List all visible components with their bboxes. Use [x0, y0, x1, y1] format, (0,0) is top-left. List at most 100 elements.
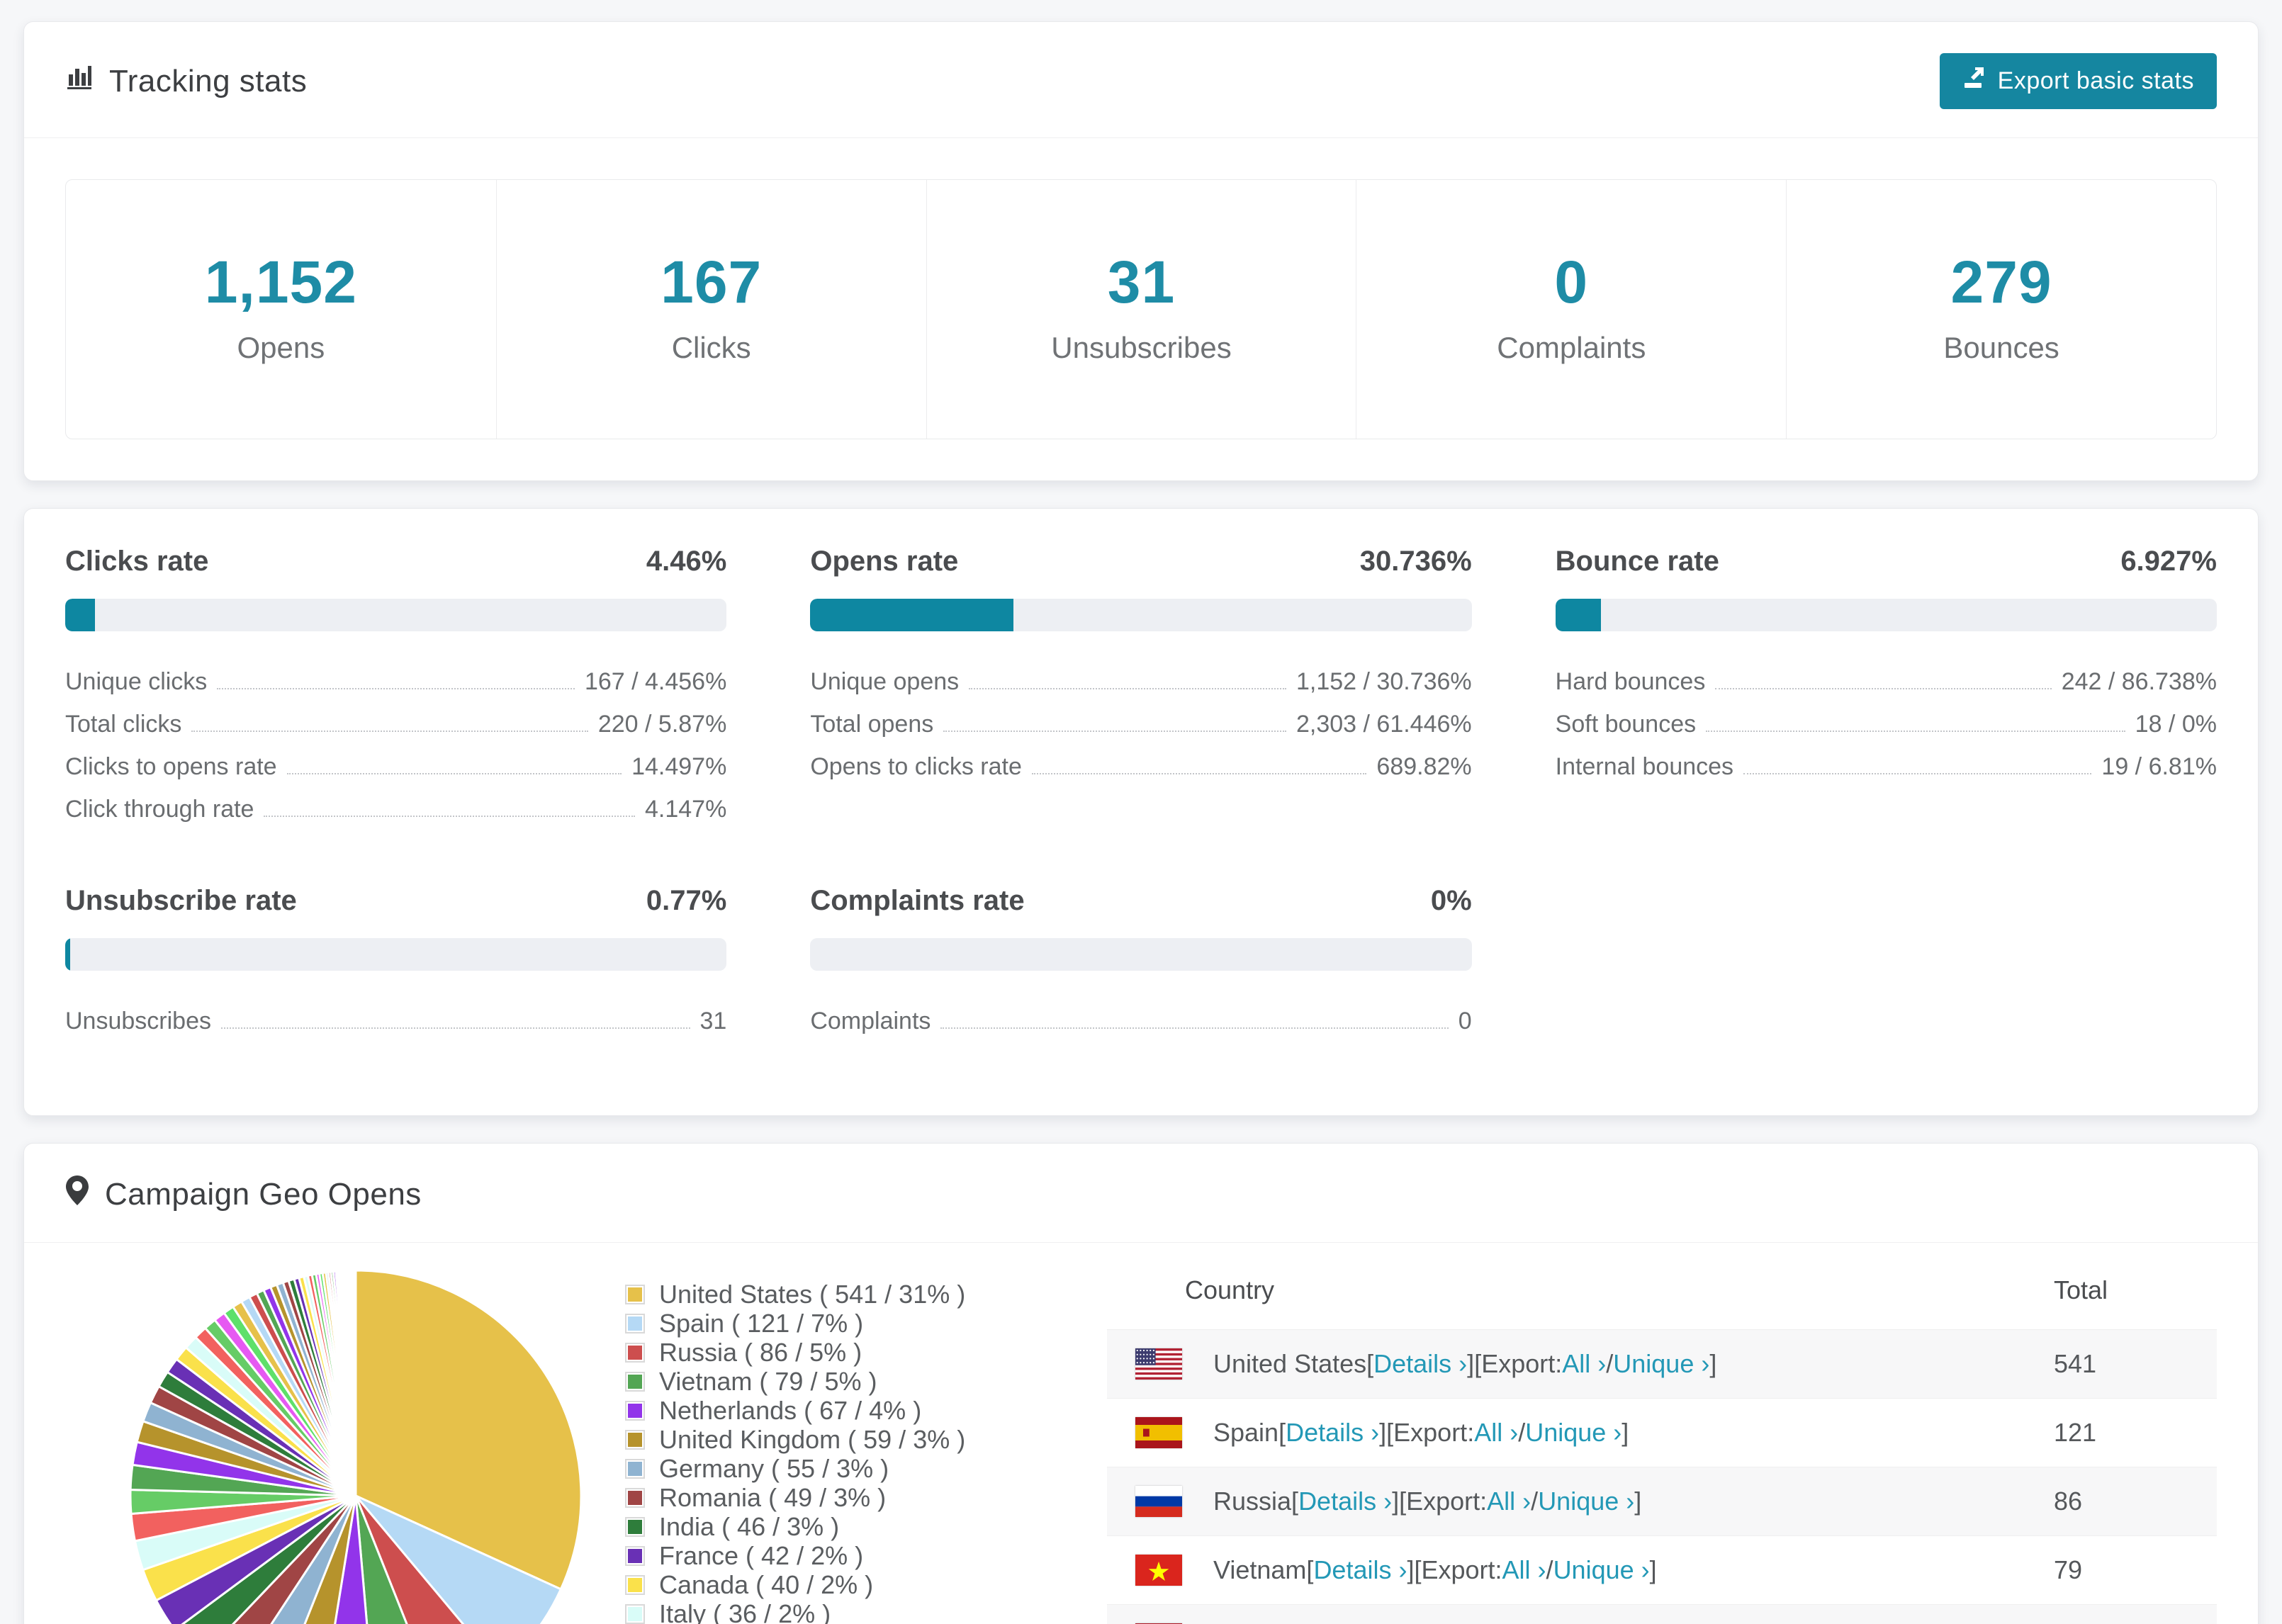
- stat-label: Bounces: [1943, 331, 2059, 364]
- details-link[interactable]: Details ›: [1286, 1418, 1380, 1447]
- rate-row-label: Hard bounces: [1555, 668, 1706, 695]
- flag-russia: [1135, 1486, 1182, 1517]
- table-row-russia: Russia [Details ›] [Export: All › / Uniq…: [1107, 1467, 2217, 1535]
- stat-number: 167: [661, 249, 763, 315]
- details-link[interactable]: Details ›: [1313, 1555, 1407, 1584]
- geo-body: United States ( 541 / 31% ) Spain ( 121 /…: [24, 1243, 2258, 1624]
- export-basic-stats-button[interactable]: Export basic stats: [1939, 53, 2217, 109]
- details-link[interactable]: Details ›: [1373, 1349, 1468, 1378]
- pie-slice-other-65: [354, 1269, 357, 1496]
- legend-item-romania: Romania ( 49 / 3% ): [625, 1483, 1107, 1512]
- pie-svg: [129, 1269, 583, 1624]
- pie-slice-united-states: [354, 1269, 583, 1591]
- pie-slice-vietnam: [354, 1495, 408, 1624]
- legend-label: Russia ( 86 / 5% ): [659, 1337, 862, 1367]
- legend-swatch: [625, 1371, 645, 1392]
- summary-row: 1,152 Opens 167 Clicks 31 Unsubscribes 0 Compla…: [65, 179, 2217, 439]
- export-all-link[interactable]: All ›: [1502, 1555, 1546, 1584]
- country-cell: Russia [Details ›] [Export: All › / Uniq…: [1107, 1486, 2054, 1517]
- country-name: Vietnam: [1213, 1555, 1307, 1584]
- export-prefix: [Export:: [1399, 1487, 1488, 1516]
- legend-swatch: [625, 1487, 645, 1508]
- legend-label: United States ( 541 / 31% ): [659, 1279, 966, 1309]
- rate-row-label: Soft bounces: [1555, 711, 1697, 738]
- details-link[interactable]: Details ›: [1298, 1487, 1393, 1516]
- rate-row-label: Click through rate: [65, 796, 254, 823]
- rate-row: Total clicks 220 / 5.87%: [65, 711, 726, 738]
- legend-item-united-kingdom: United Kingdom ( 59 / 3% ): [625, 1425, 1107, 1454]
- bar-chart-icon: [65, 63, 94, 99]
- rate-row-value: 2,303 / 61.446%: [1296, 711, 1472, 738]
- slash: /: [1606, 1349, 1614, 1378]
- bracket: ]: [1392, 1487, 1400, 1516]
- rate-row: Click through rate 4.147%: [65, 796, 726, 823]
- rate-row-value: 167 / 4.456%: [584, 668, 727, 695]
- export-unique-link[interactable]: Unique ›: [1553, 1555, 1650, 1584]
- bracket: ]: [1621, 1418, 1629, 1447]
- dotted-leader: [1715, 688, 2052, 689]
- legend-label: United Kingdom ( 59 / 3% ): [659, 1424, 966, 1454]
- stat-number: 0: [1554, 249, 1589, 315]
- table-row-vietnam: Vietnam [Details ›] [Export: All › / Uni…: [1107, 1535, 2217, 1604]
- summary-wrap: 1,152 Opens 167 Clicks 31 Unsubscribes 0 Compla…: [24, 138, 2258, 480]
- rate-row: Unique opens 1,152 / 30.736%: [810, 668, 1471, 695]
- rate-row-value: 1,152 / 30.736%: [1296, 668, 1472, 695]
- bracket: [: [1291, 1487, 1299, 1516]
- geo-table: Country Total United States [Details ›] …: [1107, 1243, 2217, 1624]
- bracket: ]: [1407, 1555, 1415, 1584]
- bracket: [: [1366, 1349, 1374, 1378]
- legend-item-spain: Spain ( 121 / 7% ): [625, 1309, 1107, 1338]
- rate-row: Unsubscribes 31: [65, 1008, 726, 1034]
- rate-value: 4.46%: [646, 546, 727, 577]
- rate-rows: Unique opens 1,152 / 30.736% Total opens 2,…: [810, 668, 1472, 780]
- export-all-link[interactable]: All ›: [1474, 1418, 1519, 1447]
- rate-rows: Unique clicks 167 / 4.456% Total clicks 220…: [65, 668, 727, 823]
- pie-slice-spain: [354, 1494, 563, 1624]
- geo-header: Campaign Geo Opens: [24, 1144, 2258, 1243]
- rate-progress-fill: [810, 599, 1014, 631]
- rate-row-label: Total clicks: [65, 711, 182, 738]
- rate-row-label: Total opens: [810, 711, 934, 738]
- rate-head: Unsubscribe rate 0.77%: [65, 885, 726, 917]
- dotted-leader: [286, 773, 622, 774]
- export-unique-link[interactable]: Unique ›: [1525, 1418, 1622, 1447]
- pie-slice-netherlands: [334, 1495, 369, 1624]
- legend-item-france: France ( 42 / 2% ): [625, 1541, 1107, 1570]
- table-row-netherlands: Netherlands [Details ›] [Export: All › /…: [1107, 1604, 2217, 1624]
- dotted-leader: [264, 816, 635, 817]
- export-all-link[interactable]: All ›: [1562, 1349, 1607, 1378]
- export-all-link[interactable]: All ›: [1487, 1487, 1531, 1516]
- rate-block-unsubscribe-rate: Unsubscribe rate 0.77% Unsubscribes 31: [65, 885, 727, 1034]
- total-cell: 86: [2054, 1487, 2083, 1516]
- bracket: ]: [1634, 1487, 1642, 1516]
- rate-row-label: Unsubscribes: [65, 1008, 211, 1034]
- legend-swatch: [625, 1400, 645, 1421]
- stat-label: Clicks: [671, 331, 751, 364]
- geo-table-header: Country Total: [1107, 1258, 2217, 1329]
- export-unique-link[interactable]: Unique ›: [1538, 1487, 1635, 1516]
- rate-row-value: 242 / 86.738%: [2061, 668, 2217, 695]
- legend-swatch: [625, 1284, 645, 1304]
- stat-number: 279: [1950, 249, 2052, 315]
- rate-block-bounce-rate: Bounce rate 6.927% Hard bounces 242 / 86.73…: [1555, 546, 2217, 820]
- rate-progress-fill: [65, 599, 95, 631]
- rate-rows: Unsubscribes 31: [65, 1008, 726, 1034]
- legend-swatch: [625, 1429, 645, 1450]
- legend-label: Italy ( 36 / 2% ): [659, 1598, 831, 1624]
- tracking-stats-page: Tracking stats Export basic stats 1,152 O…: [0, 21, 2282, 1624]
- tracking-stats-card: Tracking stats Export basic stats 1,152 O…: [23, 21, 2259, 481]
- country-name: United States: [1213, 1349, 1367, 1378]
- dotted-leader: [1743, 773, 2092, 774]
- rate-progress-fill: [1555, 599, 1602, 631]
- campaign-geo-opens-card: Campaign Geo Opens United States ( 541 /…: [23, 1143, 2259, 1624]
- dotted-leader: [940, 1027, 1449, 1029]
- stat-label: Opens: [237, 331, 325, 364]
- export-unique-link[interactable]: Unique ›: [1613, 1349, 1710, 1378]
- bracket: ]: [1709, 1349, 1717, 1378]
- bracket: [: [1278, 1418, 1286, 1447]
- rates-grid: Clicks rate 4.46% Unique clicks 167 / 4.456…: [65, 546, 2217, 1034]
- legend-swatch: [625, 1516, 645, 1537]
- rate-row-label: Clicks to opens rate: [65, 753, 277, 780]
- rate-head: Clicks rate 4.46%: [65, 546, 726, 577]
- flag-vietnam: [1135, 1555, 1182, 1586]
